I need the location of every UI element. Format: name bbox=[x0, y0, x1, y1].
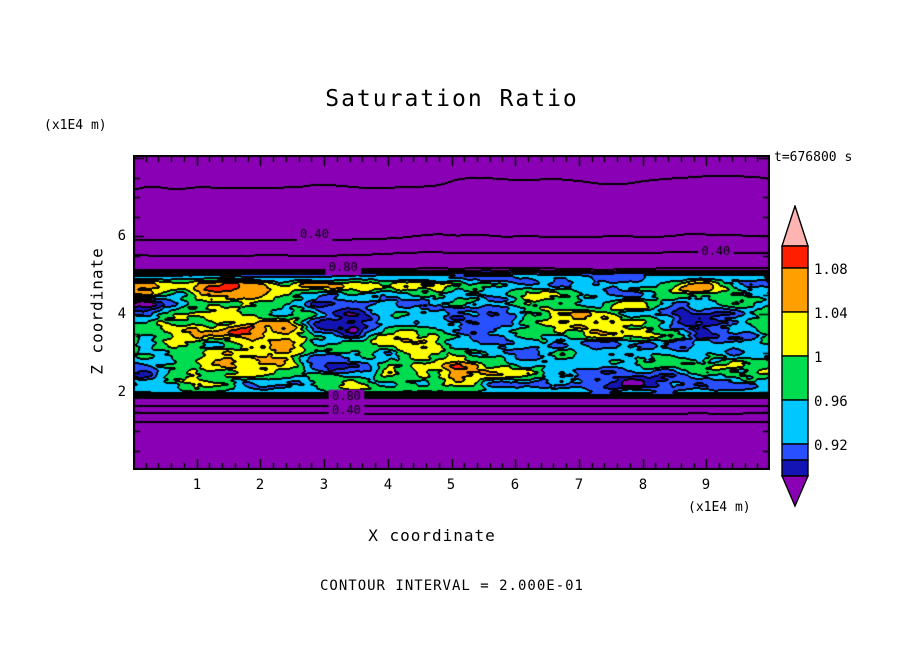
x-tick-label: 8 bbox=[638, 477, 648, 493]
z-axis-unit-label: (x1E4 m) bbox=[44, 118, 107, 133]
x-tick-label: 9 bbox=[701, 477, 711, 493]
x-tick-label: 4 bbox=[383, 477, 393, 493]
x-axis-unit-label: (x1E4 m) bbox=[688, 500, 751, 515]
x-tick-label: 1 bbox=[192, 477, 202, 493]
x-tick-label: 6 bbox=[510, 477, 520, 493]
x-tick-label: 2 bbox=[255, 477, 265, 493]
colorbar-label: 1 bbox=[814, 350, 823, 366]
colorbar-label: 1.04 bbox=[814, 306, 848, 322]
colorbar-label: 0.96 bbox=[814, 394, 848, 410]
time-stamp-label: t=676800 s bbox=[774, 150, 853, 165]
x-axis-title: X coordinate bbox=[368, 526, 496, 545]
x-tick-label: 3 bbox=[319, 477, 329, 493]
colorbar-label: 0.92 bbox=[814, 438, 848, 454]
z-tick-label: 4 bbox=[117, 306, 126, 322]
colorbar-label: 1.08 bbox=[814, 262, 848, 278]
x-tick-label: 5 bbox=[446, 477, 456, 493]
colorbar bbox=[780, 205, 810, 508]
contour-field-canvas bbox=[133, 155, 770, 470]
z-tick-label: 2 bbox=[117, 384, 126, 400]
x-tick-label: 7 bbox=[574, 477, 584, 493]
z-tick-label: 6 bbox=[117, 228, 126, 244]
contour-interval-note: CONTOUR INTERVAL = 2.000E-01 bbox=[319, 578, 584, 594]
chart-title: Saturation Ratio bbox=[325, 86, 579, 112]
